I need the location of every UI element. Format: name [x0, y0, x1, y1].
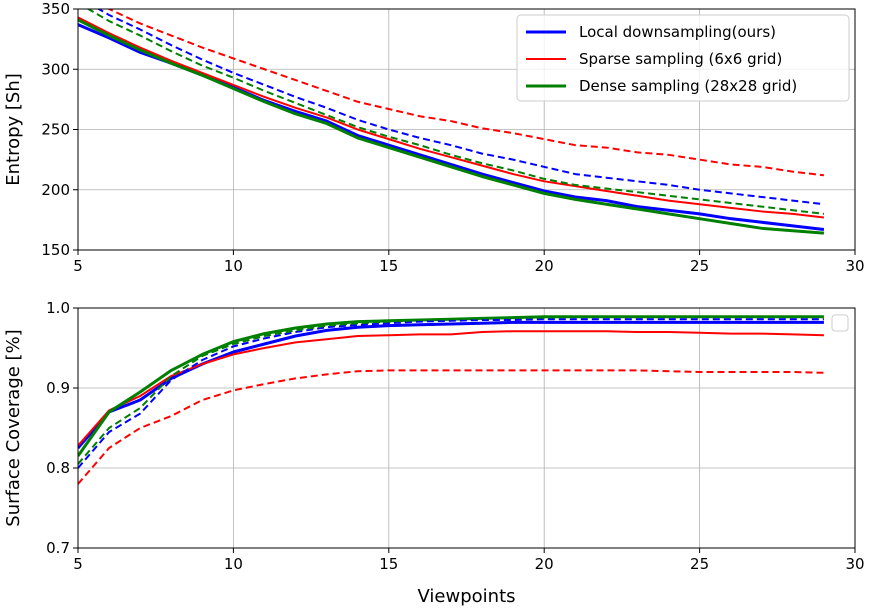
series-group [78, 9, 825, 235]
chart-panel-1: 5 10 15 20 25 30 150 200 250 300 350 Entropy [Sh] Lo… [3, 0, 865, 275]
series-line-4 [78, 318, 824, 469]
series-group [78, 315, 824, 485]
axes-frame [77, 307, 856, 549]
y-axis-label: Entropy [Sh] [3, 73, 24, 186]
y-tick-label: 350 [41, 0, 70, 18]
x-tick-label: 30 [845, 257, 864, 275]
x-tick-label: 15 [379, 555, 398, 573]
x-tick-label: 10 [224, 555, 243, 573]
series-line-2 [78, 330, 824, 447]
x-tick-label: 15 [379, 257, 398, 275]
x-tick-label: 25 [690, 257, 709, 275]
x-tick-label: 25 [690, 555, 709, 573]
series-line-6 [78, 315, 824, 465]
x-tick-label: 5 [73, 257, 83, 275]
x-tick-label: 5 [73, 555, 83, 573]
series-line-3 [78, 18, 825, 235]
series-line-4 [96, 9, 825, 206]
legend-label-3: Dense sampling (28x28 grid) [579, 77, 797, 95]
legend-box [516, 14, 850, 102]
y-tick-label: 0.9 [46, 379, 70, 397]
y-tick-label: 200 [41, 181, 70, 199]
x-tick-label: 30 [845, 555, 864, 573]
series-line-3 [78, 315, 824, 457]
legend-label-2: Sparse sampling (6x6 grid) [579, 50, 782, 68]
y-tick-label: 0.8 [46, 459, 70, 477]
chart-panel-2: 5 10 15 20 25 30 0.7 0.8 0.9 1.0 Surface Coverage … [3, 299, 865, 607]
y-axis-label: Surface Coverage [%] [3, 329, 24, 526]
y-tick-label: 250 [41, 121, 70, 139]
series-line-5 [78, 369, 824, 485]
y-tick-label: 300 [41, 60, 70, 78]
series-line-2 [78, 16, 825, 219]
y-tick-label: 150 [41, 241, 70, 259]
x-tick-label: 20 [535, 555, 554, 573]
legend: Local downsampling(ours) Sparse sampling … [516, 14, 850, 102]
y-tick-label: 0.7 [46, 539, 70, 557]
series-line-5 [107, 9, 825, 177]
legend-label-1: Local downsampling(ours) [579, 23, 776, 41]
x-axis-label: Viewpoints [418, 586, 516, 607]
x-tick-label: 10 [224, 257, 243, 275]
empty-legend-box [831, 314, 849, 332]
y-tick-label: 1.0 [46, 299, 70, 317]
x-tick-label: 20 [535, 257, 554, 275]
series-line-1 [78, 320, 824, 449]
